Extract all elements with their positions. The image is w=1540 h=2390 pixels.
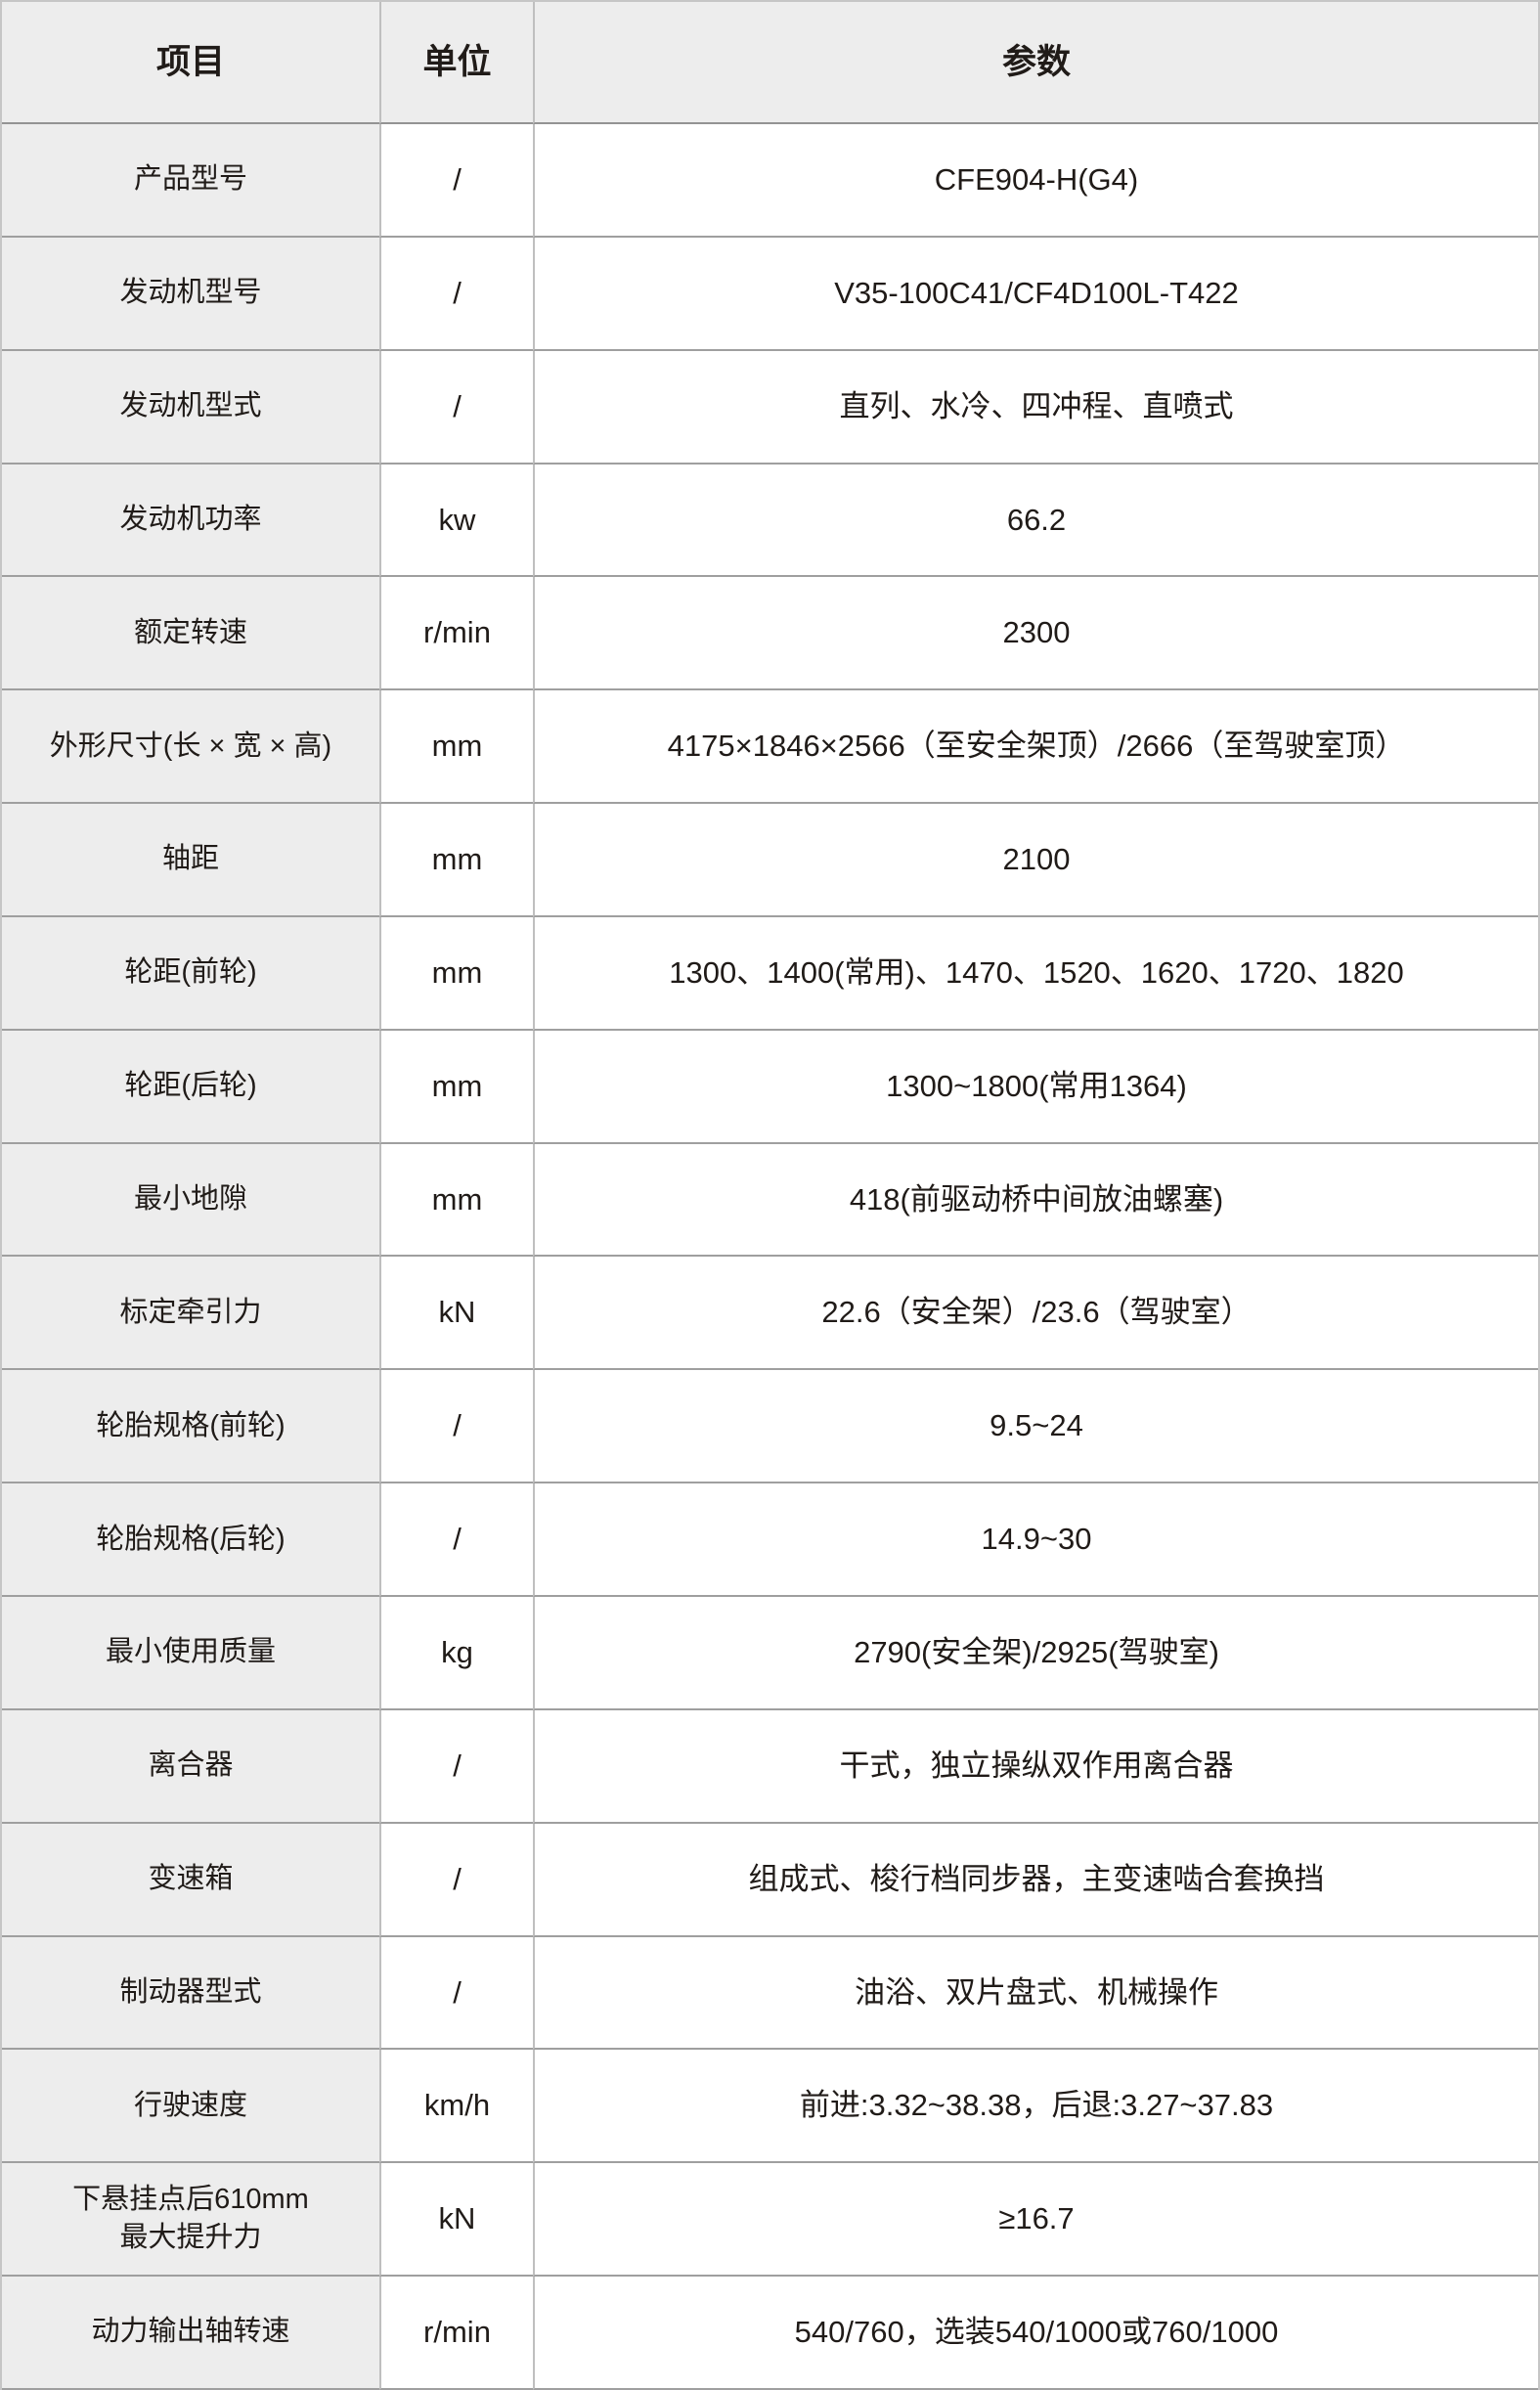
item-cell: 制动器型式 — [2, 1936, 379, 2051]
item-cell: 发动机功率 — [2, 464, 379, 578]
unit-cell: kg — [379, 1597, 533, 1710]
value-cell: 1300、1400(常用)、1470、1520、1620、1720、1820 — [533, 916, 1538, 1031]
value-cell: 2300 — [533, 577, 1538, 691]
header-cell-item: 项目 — [2, 2, 379, 124]
unit-cell: / — [379, 1823, 533, 1937]
item-cell: 最小地隙 — [2, 1143, 379, 1258]
value-cell: CFE904-H(G4) — [533, 124, 1538, 238]
unit-cell: kN — [379, 1257, 533, 1371]
unit-cell: / — [379, 237, 533, 351]
unit-cell: km/h — [379, 2050, 533, 2164]
item-cell: 轮距(前轮) — [2, 916, 379, 1031]
unit-cell: / — [379, 1483, 533, 1598]
item-cell: 外形尺寸(长 × 宽 × 高) — [2, 690, 379, 805]
item-cell: 轴距 — [2, 804, 379, 917]
value-cell: 14.9~30 — [533, 1483, 1538, 1598]
header-cell-unit: 单位 — [379, 2, 533, 124]
unit-cell: / — [379, 1709, 533, 1824]
item-cell: 下悬挂点后610mm 最大提升力 — [2, 2163, 379, 2278]
item-cell: 离合器 — [2, 1709, 379, 1824]
item-cell: 变速箱 — [2, 1823, 379, 1937]
item-cell: 额定转速 — [2, 577, 379, 691]
unit-cell: / — [379, 1370, 533, 1484]
item-cell: 发动机型号 — [2, 237, 379, 351]
unit-cell: mm — [379, 690, 533, 805]
unit-cell: r/min — [379, 2277, 533, 2390]
unit-cell: r/min — [379, 577, 533, 691]
item-cell: 动力输出轴转速 — [2, 2277, 379, 2390]
item-cell: 轮胎规格(后轮) — [2, 1483, 379, 1598]
value-cell: 9.5~24 — [533, 1370, 1538, 1484]
header-cell-value: 参数 — [533, 2, 1538, 124]
unit-cell: mm — [379, 1143, 533, 1258]
value-cell: 直列、水冷、四冲程、直喷式 — [533, 350, 1538, 465]
unit-cell: / — [379, 350, 533, 465]
unit-cell: mm — [379, 1030, 533, 1144]
value-cell: 干式，独立操纵双作用离合器 — [533, 1709, 1538, 1824]
value-cell: ≥16.7 — [533, 2163, 1538, 2278]
value-cell: 540/760，选装540/1000或760/1000 — [533, 2277, 1538, 2390]
value-cell: 1300~1800(常用1364) — [533, 1030, 1538, 1144]
value-cell: 2790(安全架)/2925(驾驶室) — [533, 1597, 1538, 1710]
item-cell: 标定牵引力 — [2, 1257, 379, 1371]
value-cell: 66.2 — [533, 464, 1538, 578]
item-cell: 轮胎规格(前轮) — [2, 1370, 379, 1484]
unit-cell: kN — [379, 2163, 533, 2278]
unit-cell: kw — [379, 464, 533, 578]
value-cell: 418(前驱动桥中间放油螺塞) — [533, 1143, 1538, 1258]
value-cell: 2100 — [533, 804, 1538, 917]
unit-cell: / — [379, 124, 533, 238]
item-cell: 行驶速度 — [2, 2050, 379, 2164]
item-cell: 发动机型式 — [2, 350, 379, 465]
unit-cell: / — [379, 1936, 533, 2051]
value-cell: V35-100C41/CF4D100L-T422 — [533, 237, 1538, 351]
value-cell: 油浴、双片盘式、机械操作 — [533, 1936, 1538, 2051]
item-cell: 轮距(后轮) — [2, 1030, 379, 1144]
value-cell: 22.6（安全架）/23.6（驾驶室） — [533, 1257, 1538, 1371]
item-cell: 最小使用质量 — [2, 1597, 379, 1710]
value-cell: 组成式、梭行档同步器，主变速啮合套换挡 — [533, 1823, 1538, 1937]
item-cell: 产品型号 — [2, 124, 379, 238]
unit-cell: mm — [379, 916, 533, 1031]
unit-cell: mm — [379, 804, 533, 917]
value-cell: 前进:3.32~38.38，后退:3.27~37.83 — [533, 2050, 1538, 2164]
value-cell: 4175×1846×2566（至安全架顶）/2666（至驾驶室顶） — [533, 690, 1538, 805]
